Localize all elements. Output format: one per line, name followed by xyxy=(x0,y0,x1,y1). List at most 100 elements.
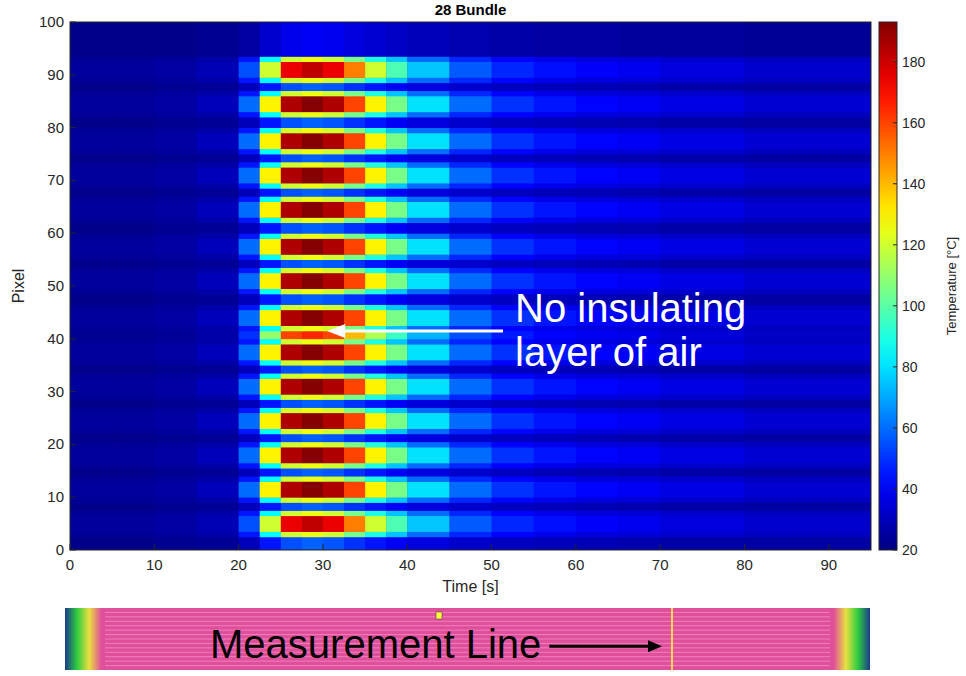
heat-cell xyxy=(196,476,239,482)
y-tick-label: 10 xyxy=(47,488,64,505)
heat-cell xyxy=(407,128,450,134)
heat-cell xyxy=(323,273,344,289)
heat-cell xyxy=(407,429,450,435)
x-tick xyxy=(660,544,661,550)
heat-cell xyxy=(407,413,450,429)
heat-cell xyxy=(449,188,492,196)
heat-cell xyxy=(239,56,260,62)
y-tick-label: 40 xyxy=(47,330,64,347)
heat-cell xyxy=(302,238,323,254)
heat-cell xyxy=(344,223,365,234)
heat-cell xyxy=(239,233,260,239)
heat-cell xyxy=(112,154,155,162)
heat-cell xyxy=(576,62,619,78)
heat-cell xyxy=(407,294,450,305)
heat-cell xyxy=(745,22,871,57)
heat-cell xyxy=(618,400,661,408)
y-tick-label: 60 xyxy=(47,224,64,241)
heat-cell xyxy=(281,310,302,326)
heat-cell xyxy=(154,365,197,373)
heat-cell xyxy=(239,339,260,345)
heat-cell xyxy=(386,117,407,128)
heat-cell xyxy=(492,481,535,497)
heat-cell xyxy=(492,62,535,78)
heat-cell xyxy=(112,217,155,223)
fiber-line xyxy=(105,616,830,617)
heat-cell xyxy=(260,217,281,223)
heat-cell xyxy=(365,294,386,305)
heat-cell xyxy=(196,128,239,134)
heat-cell xyxy=(260,394,281,400)
heat-cell xyxy=(344,476,365,482)
heat-cell xyxy=(660,22,745,57)
heat-cell xyxy=(534,463,577,469)
heat-cell xyxy=(618,77,661,83)
heat-cell xyxy=(492,117,535,128)
heat-cell xyxy=(239,326,260,332)
heat-cell xyxy=(534,537,577,550)
heat-cell xyxy=(344,133,365,149)
heat-cell xyxy=(260,238,281,254)
heat-cell xyxy=(407,304,450,310)
heat-cell xyxy=(407,442,450,448)
heat-cell xyxy=(449,167,492,183)
heat-cell xyxy=(344,442,365,448)
heat-cell xyxy=(112,442,155,448)
heat-cell xyxy=(745,331,871,339)
heat-cell xyxy=(618,516,661,532)
x-tick xyxy=(238,544,239,550)
y-axis-title: Pixel xyxy=(10,269,27,304)
heat-cell xyxy=(660,537,745,550)
heat-cell xyxy=(365,112,386,118)
colorbar-tick-label: 140 xyxy=(902,176,926,192)
heat-cell xyxy=(407,196,450,202)
heat-cell xyxy=(386,196,407,202)
heat-cell xyxy=(281,188,302,196)
heat-cell xyxy=(618,217,661,223)
heat-cell xyxy=(386,344,407,360)
heat-cell xyxy=(576,167,619,183)
heat-cell xyxy=(449,91,492,97)
heat-cell xyxy=(492,468,535,476)
heat-cell xyxy=(323,154,344,162)
heat-cell xyxy=(344,202,365,218)
heat-cell xyxy=(386,434,407,442)
heat-cell xyxy=(302,468,323,476)
heat-cell xyxy=(112,117,155,128)
heat-cell xyxy=(449,378,492,394)
heat-cell xyxy=(492,217,535,223)
heat-cell xyxy=(239,481,260,497)
heat-cell xyxy=(492,77,535,83)
heat-cell xyxy=(70,360,113,366)
heat-cell xyxy=(449,434,492,442)
heat-cell xyxy=(260,289,281,295)
heat-cell xyxy=(323,91,344,97)
heat-cell xyxy=(70,202,113,218)
heat-cell xyxy=(260,304,281,310)
heat-cell xyxy=(365,238,386,254)
heat-cell xyxy=(281,344,302,360)
heat-cell xyxy=(618,149,661,155)
heat-cell xyxy=(576,154,619,162)
heat-cell xyxy=(449,289,492,295)
heat-cell xyxy=(196,254,239,260)
heat-cell xyxy=(70,223,113,234)
heat-cell xyxy=(70,83,113,91)
heat-cell xyxy=(449,310,492,326)
heat-cell xyxy=(745,167,871,183)
heat-cell xyxy=(281,91,302,97)
heat-cell xyxy=(386,497,407,503)
heat-cell xyxy=(660,154,745,162)
heat-cell xyxy=(196,56,239,62)
heat-cell xyxy=(281,516,302,532)
colorbar-tick-label: 40 xyxy=(902,481,918,497)
heat-cell xyxy=(449,442,492,448)
heat-cell xyxy=(196,304,239,310)
heat-cell xyxy=(112,339,155,345)
heat-cell xyxy=(302,112,323,118)
heat-cell xyxy=(386,400,407,408)
heat-cell xyxy=(660,96,745,112)
heat-cell xyxy=(70,442,113,448)
heat-cell xyxy=(660,91,745,97)
heat-cell xyxy=(323,344,344,360)
